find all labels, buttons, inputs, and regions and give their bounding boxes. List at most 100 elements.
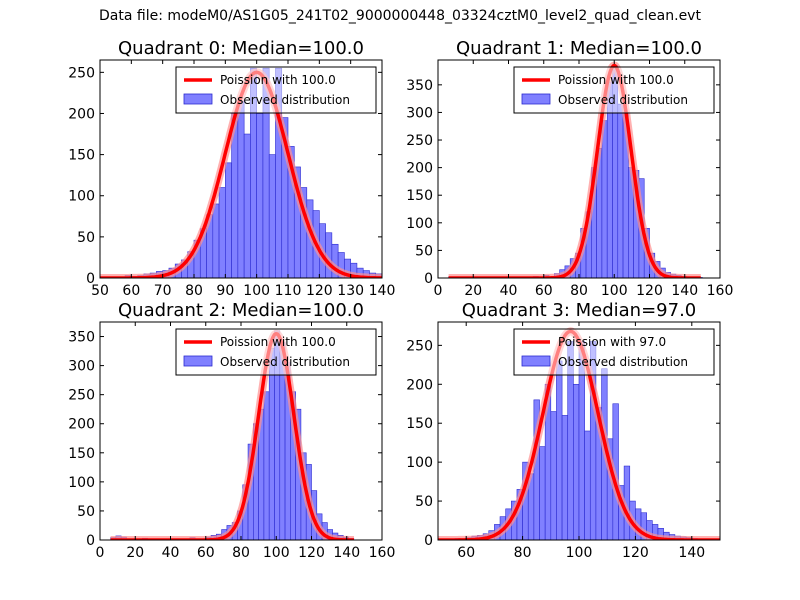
histogram-bar — [256, 113, 264, 278]
x-tick-label: 100 — [263, 545, 290, 561]
x-tick-label: 130 — [337, 283, 364, 299]
histogram-bar — [556, 360, 563, 540]
histogram-bar — [225, 162, 232, 278]
histogram-bar — [617, 103, 624, 278]
legend: Poission with 100.0 Observed distribution — [513, 66, 715, 114]
y-tick-label: 50 — [77, 230, 95, 246]
x-tick-label: 80 — [514, 545, 532, 561]
y-tick-label: 100 — [68, 189, 95, 205]
x-tick-label: 80 — [232, 545, 250, 561]
legend-bars-label: Observed distribution — [220, 355, 350, 369]
y-tick-label: 0 — [86, 533, 95, 549]
y-tick-label: 250 — [406, 338, 433, 354]
chart-title: Quadrant 1: Median=100.0 — [456, 38, 702, 59]
y-tick-label: 200 — [68, 106, 95, 122]
x-tick-label: 0 — [96, 545, 105, 561]
poisson-curve — [110, 331, 355, 540]
x-tick-label: 40 — [162, 545, 180, 561]
histogram-bar — [212, 203, 220, 278]
poisson-curve — [448, 63, 701, 278]
x-tick-label: 120 — [636, 283, 663, 299]
y-tick-label: 300 — [68, 359, 95, 375]
x-tick-label: 120 — [306, 283, 333, 299]
legend: Poission with 100.0 Observed distribution — [175, 328, 377, 376]
histogram-bar — [268, 347, 275, 540]
legend-curve-label: Poission with 100.0 — [558, 73, 674, 87]
legend: Poission with 100.0 Observed distribution — [175, 66, 377, 114]
legend-box — [513, 66, 715, 114]
y-tick-label: 100 — [68, 475, 95, 491]
y-tick-label: 50 — [415, 243, 433, 259]
y-tick-label: 200 — [68, 417, 95, 433]
x-tick-label: 20 — [126, 545, 144, 561]
chart-title: Quadrant 2: Median=100.0 — [118, 300, 364, 321]
x-tick-label: 100 — [243, 283, 270, 299]
plot-content — [446, 61, 704, 278]
histogram-bar — [584, 430, 591, 540]
histogram-bar — [601, 120, 608, 278]
histogram-bar — [561, 415, 569, 540]
x-tick-label: 80 — [185, 283, 203, 299]
y-tick-label: 200 — [406, 161, 433, 177]
legend: Poission with 97.0 Observed distribution — [513, 328, 715, 376]
histogram-bar — [539, 446, 546, 540]
figure-suptitle: Data file: modeM0/AS1G05_241T02_90000004… — [99, 8, 701, 24]
axes-frame — [99, 59, 383, 279]
y-tick-label: 350 — [68, 330, 95, 346]
legend-curve-label: Poission with 97.0 — [558, 335, 666, 349]
y-tick-label: 150 — [68, 446, 95, 462]
y-tick-label: 300 — [406, 105, 433, 121]
y-tick-label: 0 — [86, 271, 95, 287]
legend-bars-label: Observed distribution — [220, 93, 350, 107]
x-tick-label: 90 — [216, 283, 234, 299]
x-tick-label: 120 — [298, 545, 325, 561]
y-tick-label: 350 — [406, 78, 433, 94]
y-tick-label: 250 — [406, 133, 433, 149]
histogram-bar — [550, 411, 557, 540]
y-tick-label: 0 — [424, 533, 433, 549]
x-tick-label: 160 — [369, 545, 396, 561]
x-tick-label: 140 — [671, 283, 698, 299]
histogram-bar — [573, 383, 580, 540]
histogram-bar — [243, 133, 251, 278]
y-tick-label: 50 — [415, 494, 433, 510]
legend-bars-label: Observed distribution — [558, 355, 688, 369]
x-tick-label: 60 — [535, 283, 553, 299]
histogram-bar — [237, 100, 245, 278]
x-tick-label: 60 — [457, 545, 475, 561]
chart-panel-2: 0 20 40 60 80 100 120 140 160 0 50 100 150 200 250 300 3… — [68, 300, 395, 561]
legend-bars-swatch — [183, 93, 213, 105]
x-tick-label: 120 — [622, 545, 649, 561]
x-tick-label: 60 — [197, 545, 215, 561]
y-tick-label: 100 — [406, 455, 433, 471]
histogram-bar — [268, 154, 276, 278]
legend-bars-swatch — [521, 355, 551, 367]
x-tick-label: 80 — [570, 283, 588, 299]
chart-title: Quadrant 3: Median=97.0 — [462, 300, 697, 321]
y-tick-label: 50 — [77, 504, 95, 520]
histogram-bar — [218, 187, 226, 278]
x-tick-label: 140 — [333, 545, 360, 561]
y-tick-label: 0 — [424, 271, 433, 287]
x-tick-label: 60 — [122, 283, 140, 299]
plot-content — [108, 329, 357, 540]
x-tick-label: 70 — [154, 283, 172, 299]
legend-curve-label: Poission with 100.0 — [220, 335, 336, 349]
x-tick-label: 100 — [601, 283, 628, 299]
chart-panel-0: 50 60 70 80 90 100 110 120 130 140050100150200250… — [68, 38, 395, 299]
y-tick-label: 200 — [406, 377, 433, 393]
chart-panel-3: 60 80 100 120 140 0 50 100 150 200 250 Quadrant 3: … — [406, 300, 721, 561]
chart-panel-1: 0 20 40 60 80 100 120 140 160 0 50 100 150 200 250 300 3… — [406, 38, 733, 299]
x-tick-label: 0 — [434, 283, 443, 299]
y-tick-label: 250 — [68, 388, 95, 404]
x-tick-label: 140 — [678, 545, 705, 561]
chart-title: Quadrant 0: Median=100.0 — [118, 38, 364, 59]
legend-curve-label: Poission with 100.0 — [220, 73, 336, 87]
x-tick-label: 110 — [275, 283, 302, 299]
legend-box — [175, 66, 377, 114]
y-tick-label: 250 — [68, 65, 95, 81]
x-tick-label: 160 — [707, 283, 734, 299]
y-tick-label: 100 — [406, 216, 433, 232]
histogram-bar — [263, 391, 270, 540]
